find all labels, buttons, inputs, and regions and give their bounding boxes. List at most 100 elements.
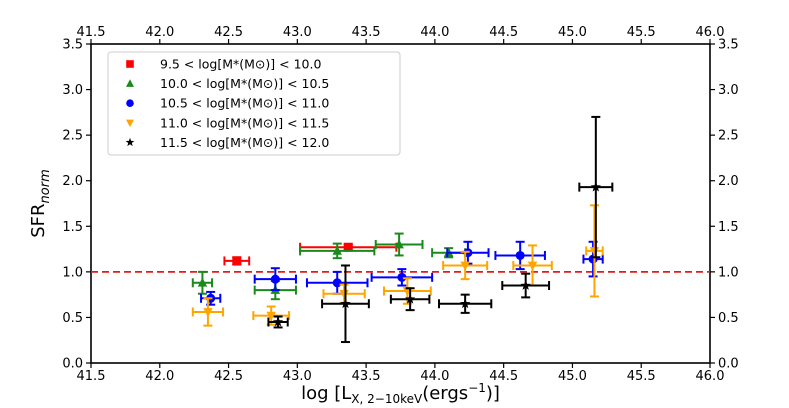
x-axis-label: log [LX, 2−10keV(ergs−1)]: [301, 381, 500, 406]
data-point: [389, 287, 431, 312]
plot-area-border: [90, 43, 711, 364]
data-point-marker: [527, 261, 538, 271]
y-tick-label-left: 3.0: [62, 83, 83, 98]
data-point-marker: [332, 245, 342, 255]
data-point: [370, 268, 434, 287]
y-tick-label-right: 1.0: [718, 265, 739, 280]
x-tick-label-bottom: 43.5: [352, 369, 381, 384]
x-tick-label-top: 46.0: [696, 25, 725, 40]
x-tick-label-bottom: 44.0: [420, 369, 449, 384]
data-point: [578, 115, 614, 259]
data-point: [299, 242, 376, 260]
plot-frame: [90, 43, 711, 364]
data-point: [442, 250, 489, 281]
y-tick-label-right: 0.0: [718, 357, 739, 372]
y-tick-label-left: 3.5: [62, 38, 83, 53]
y-tick-label-right: 3.0: [718, 83, 739, 98]
data-point: [267, 315, 289, 329]
y-axis-label-subscript: norm: [38, 169, 53, 203]
y-tick-label-right: 1.5: [718, 220, 739, 235]
legend-marker: [126, 99, 134, 107]
y-tick-label-right: 3.5: [718, 38, 739, 53]
data-point: [585, 204, 604, 298]
data-point-marker: [590, 181, 601, 192]
data-point-marker: [270, 274, 280, 284]
series-3: [200, 240, 604, 306]
data-point-marker: [266, 311, 276, 321]
y-axis-label-group: SFRnorm: [28, 169, 53, 238]
data-point-marker: [515, 250, 525, 260]
x-tick-label-bottom: 44.5: [489, 369, 518, 384]
x-tick-label-top: 41.5: [77, 25, 106, 40]
y-tick-label-left: 2.0: [62, 174, 83, 189]
x-tick-label-top: 42.0: [145, 25, 174, 40]
data-point-marker: [520, 280, 531, 290]
series-2: [191, 232, 467, 301]
x-tick-label-bottom: 42.0: [145, 369, 174, 384]
legend-entry-label: 9.5 < log[M*(M⊙)] < 10.0: [160, 57, 321, 72]
ticks-group: 41.5 41.5 42.0 42.0 42.5 42.5 43.0 43.0 43.5 43.5…: [62, 25, 738, 384]
legend-entry-label: 10.0 < log[M*(M⊙)] < 10.5: [160, 76, 329, 91]
y-axis-label: SFRnorm: [28, 169, 53, 238]
data-point: [253, 267, 297, 292]
data-point-marker: [343, 242, 353, 252]
y-tick-label-left: 2.5: [62, 129, 83, 144]
legend-entry-label: 11.0 < log[M*(M⊙)] < 11.5: [160, 115, 329, 130]
data-point: [322, 283, 366, 304]
data-point: [191, 270, 214, 295]
x-axis-label-superscript: −1: [468, 381, 486, 395]
data-point: [305, 270, 369, 295]
data-point-marker: [397, 272, 407, 282]
x-tick-label-top: 45.5: [627, 25, 656, 40]
data-point-marker: [203, 308, 213, 318]
data-point-marker: [340, 298, 351, 309]
x-tick-label-top: 44.0: [420, 25, 449, 40]
x-tick-label-top: 43.5: [352, 25, 381, 40]
data-point-marker: [394, 239, 404, 249]
x-tick-label-bottom: 41.5: [77, 369, 106, 384]
data-point: [494, 240, 546, 271]
data-point: [223, 256, 251, 266]
data-point-marker: [272, 316, 284, 327]
legend-entry-label: 11.5 < log[M*(M⊙)] < 12.0: [160, 135, 329, 150]
data-point-marker: [404, 293, 416, 304]
legend-box: [107, 51, 401, 156]
data-point: [321, 264, 370, 344]
x-tick-label-bottom: 43.0: [283, 369, 312, 384]
data-point-marker: [460, 298, 471, 309]
data-point-marker: [460, 261, 470, 271]
legend-marker: [126, 119, 134, 128]
x-tick-label-bottom: 45.5: [627, 369, 656, 384]
legend-entry-label: 10.5 < log[M*(M⊙)] < 11.0: [160, 96, 329, 111]
y-tick-label-left: 0.0: [62, 357, 83, 372]
series-4: [191, 204, 604, 327]
legend-marker: [126, 79, 134, 87]
data-point-marker: [332, 278, 342, 288]
x-tick-label-bottom: 45.0: [558, 369, 587, 384]
data-point: [253, 279, 297, 301]
legend: 9.5 < log[M*(M⊙)] < 10.0 10.0 < log[M*(M⊙…: [107, 51, 401, 156]
data-point-marker: [232, 256, 242, 266]
x-tick-label-top: 43.0: [283, 25, 312, 40]
y-tick-label-right: 0.5: [718, 311, 739, 326]
x-tick-label-bottom: 46.0: [696, 369, 725, 384]
y-tick-label-left: 1.0: [62, 265, 83, 280]
series-1: [223, 242, 398, 266]
data-point-marker: [197, 277, 208, 287]
x-tick-label-top: 44.5: [489, 25, 518, 40]
y-tick-label-right: 2.5: [718, 129, 739, 144]
y-tick-label-right: 2.0: [718, 174, 739, 189]
legend-marker: [125, 137, 135, 147]
data-point: [374, 232, 424, 257]
x-tick-label-top: 45.0: [558, 25, 587, 40]
x-axis-label-subscript: X, 2−10keV: [351, 392, 423, 406]
y-tick-label-left: 0.5: [62, 311, 83, 326]
legend-marker: [126, 60, 134, 68]
x-tick-label-top: 42.5: [214, 25, 243, 40]
series-5: [267, 115, 614, 344]
x-tick-label-bottom: 42.5: [214, 369, 243, 384]
y-tick-label-left: 1.5: [62, 220, 83, 235]
x-axis-label-units: (ergs: [422, 383, 468, 404]
